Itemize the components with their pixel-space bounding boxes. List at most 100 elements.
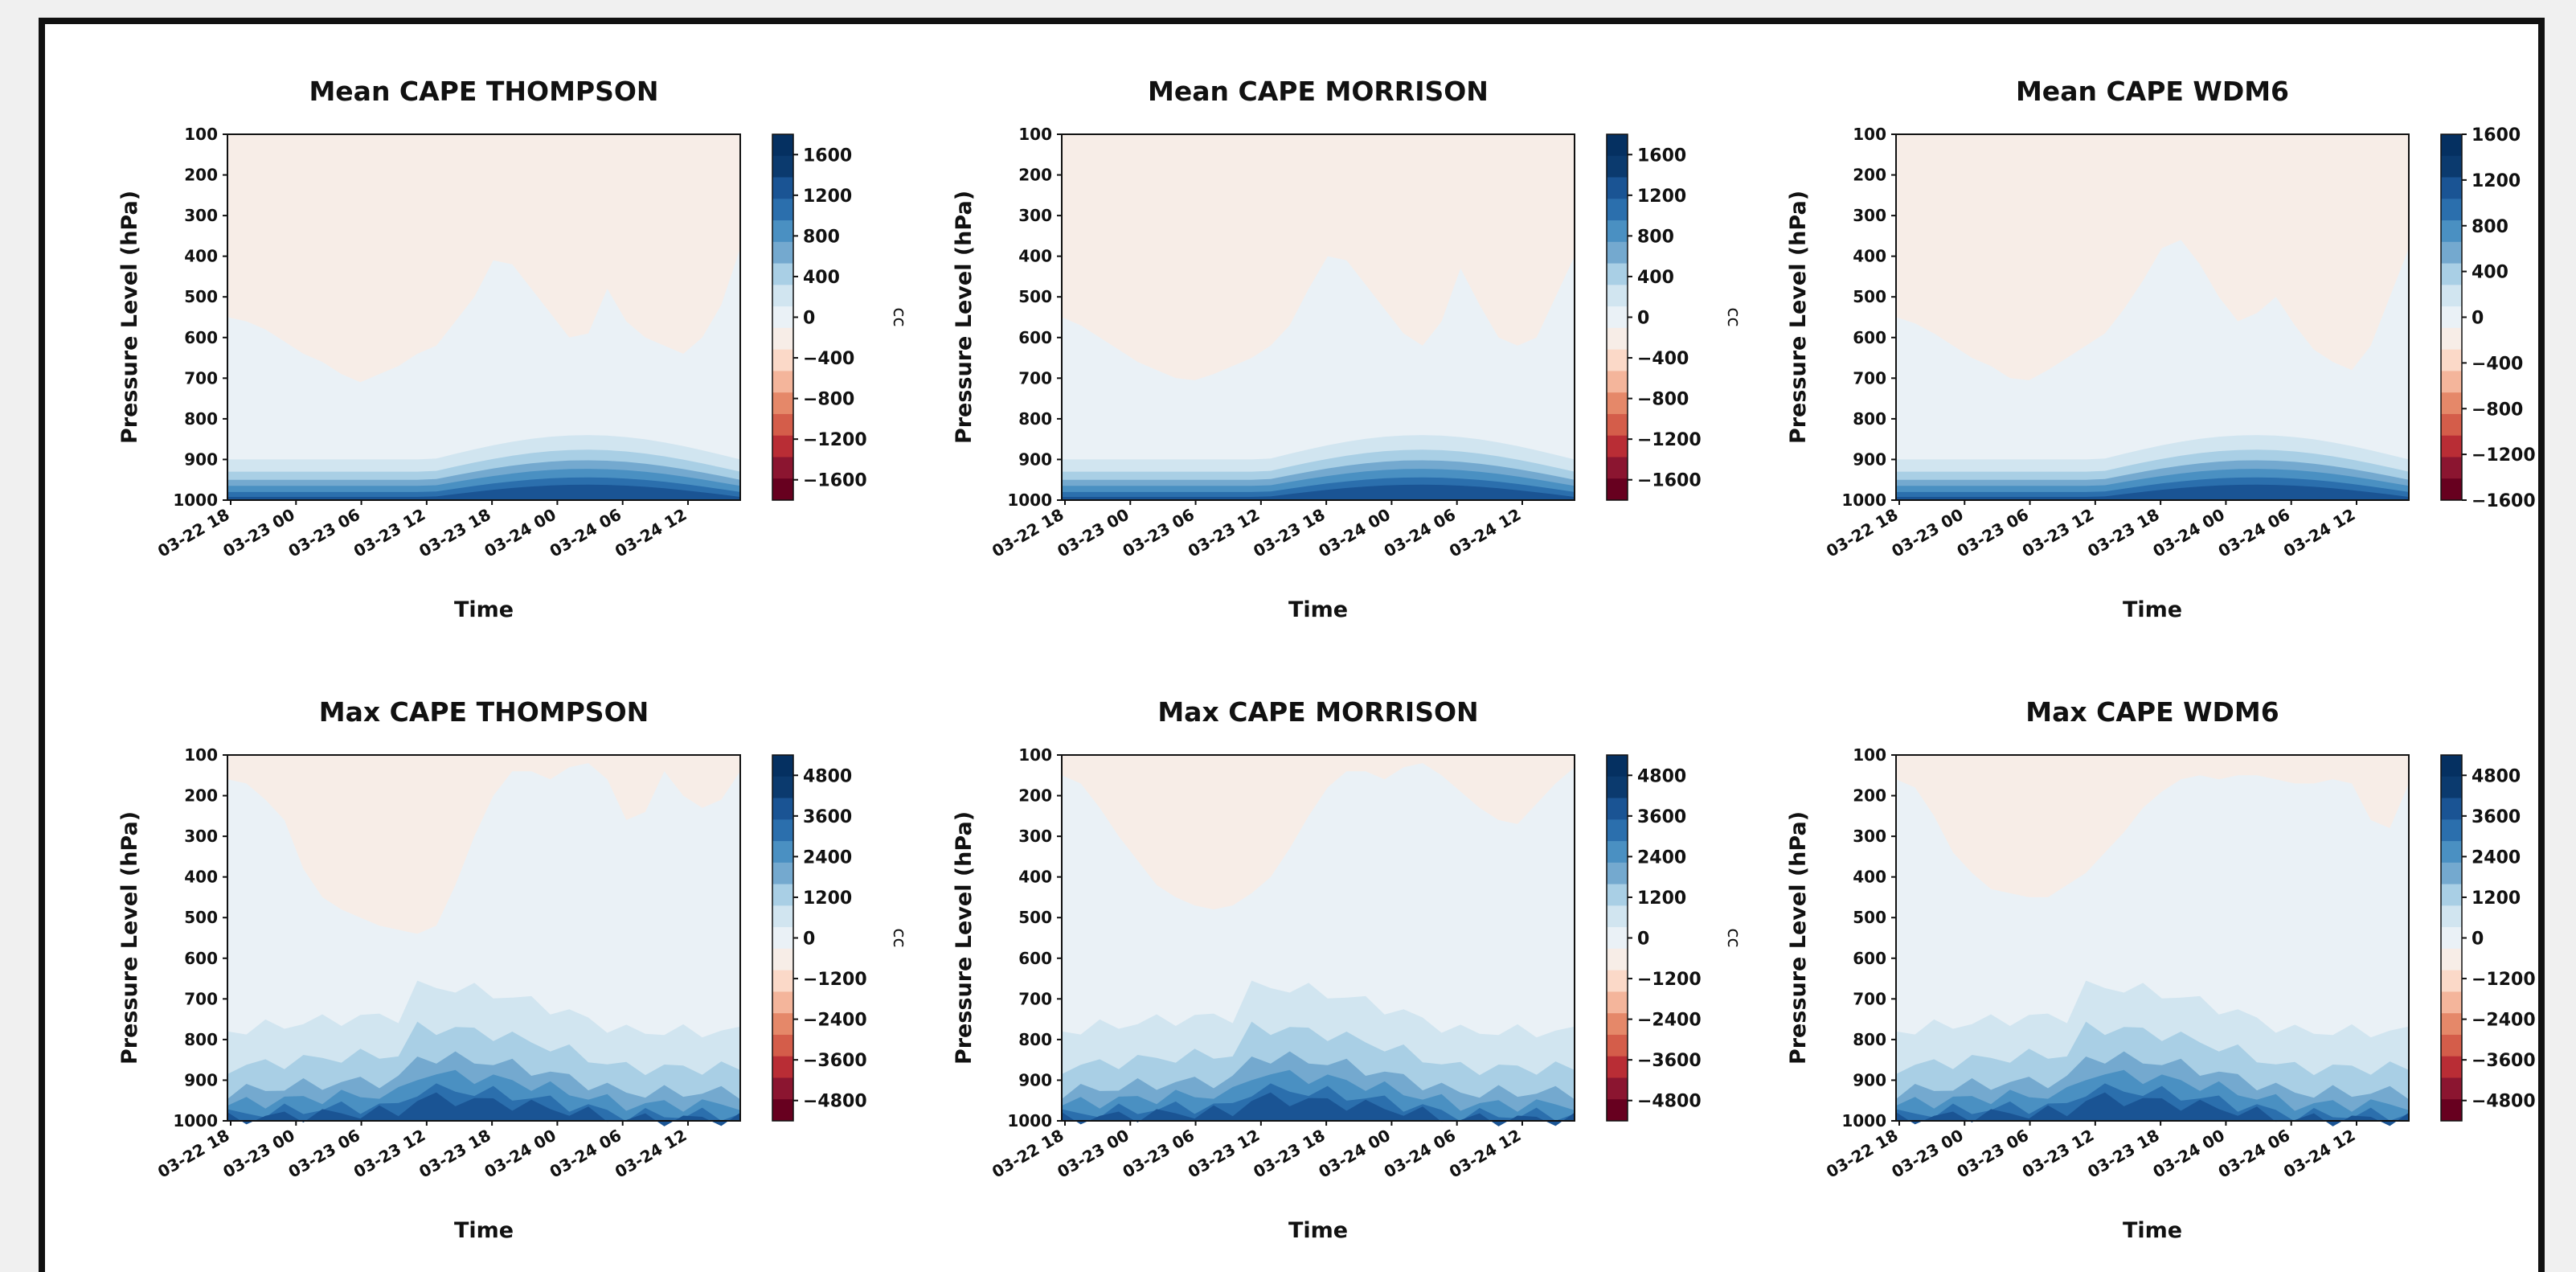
- colorbar-swatch: [772, 306, 793, 329]
- colorbar-tick-label: −400: [803, 349, 854, 369]
- x-tick-label: 03-23 12: [2019, 505, 2098, 561]
- colorbar-swatch: [1607, 776, 1628, 799]
- colorbar-swatch: [772, 970, 793, 992]
- colorbar-swatch: [2441, 327, 2462, 351]
- colorbar-swatch: [772, 349, 793, 371]
- colorbar-swatch: [2441, 392, 2462, 415]
- x-tick-label: 03-23 18: [1250, 505, 1329, 561]
- y-tick-label: 200: [184, 166, 218, 185]
- x-tick-label: 03-24 06: [1381, 505, 1460, 561]
- colorbar-swatch: [1607, 798, 1628, 820]
- colorbar-swatch: [2441, 776, 2462, 799]
- colorbar-tick-label: 4800: [1637, 766, 1686, 786]
- y-tick-label: 1000: [173, 1111, 218, 1130]
- y-tick-label: 800: [184, 409, 218, 429]
- x-tick-label: 03-24 06: [2215, 505, 2294, 561]
- colorbar-swatch: [772, 1077, 793, 1100]
- colorbar-tick-label: −4800: [803, 1092, 867, 1112]
- x-tick-label: 03-24 12: [612, 1126, 690, 1182]
- x-axis-label: Time: [2123, 597, 2182, 622]
- colorbar-swatch: [772, 776, 793, 799]
- subplot-5: Max CAPE MORRISON 100 200 300 400 500 600 700 80…: [952, 696, 1743, 1243]
- y-tick-label: 100: [1853, 125, 1886, 144]
- y-axis-label: Pressure Level (hPa): [1786, 811, 1811, 1065]
- colorbar-swatch: [2441, 798, 2462, 820]
- y-tick-label: 300: [184, 827, 218, 846]
- colorbar-swatch: [2441, 1034, 2462, 1057]
- y-axis-label: Pressure Level (hPa): [117, 191, 142, 444]
- colorbar-tick-label: −800: [803, 390, 854, 410]
- colorbar-swatch: [1607, 177, 1628, 199]
- colorbar-tick-label: −1200: [1637, 430, 1702, 450]
- x-tick-label: 03-23 12: [1185, 1126, 1263, 1182]
- colorbar-swatch: [1607, 435, 1628, 458]
- colorbar-tick-label: 400: [803, 268, 840, 288]
- plot-frame: [1895, 133, 2410, 501]
- colorbar-swatch: [1607, 1056, 1628, 1078]
- colorbar-tick-label: −2400: [2472, 1011, 2536, 1031]
- x-tick-label: 03-22 18: [989, 505, 1067, 561]
- plot-frame: [1061, 133, 1575, 501]
- y-tick-label: 500: [184, 287, 218, 306]
- y-tick-label: 1000: [1841, 1111, 1886, 1130]
- colorbar-tick-label: −1200: [803, 970, 867, 990]
- colorbar-tick-label: −1200: [2472, 445, 2536, 466]
- colorbar-swatch: [1607, 927, 1628, 950]
- y-tick-label: 700: [184, 989, 218, 1008]
- colorbar-tick-label: 2400: [2472, 847, 2521, 868]
- x-tick-label: 03-24 12: [612, 505, 690, 561]
- colorbar-tick-label: −3600: [1637, 1051, 1702, 1071]
- colorbar-swatch: [772, 1013, 793, 1036]
- x-tick-label: 03-24 00: [2149, 505, 2228, 561]
- y-tick-label: 900: [184, 449, 218, 469]
- x-tick-label: 03-23 00: [1888, 1126, 1967, 1182]
- colorbar-swatch: [1607, 241, 1628, 265]
- colorbar-swatch: [2441, 413, 2462, 437]
- x-axis-label: Time: [2123, 1218, 2182, 1243]
- colorbar-swatch: [1607, 478, 1628, 501]
- colorbar-swatch: [1607, 263, 1628, 285]
- colorbar-tick-label: −1200: [1637, 970, 1702, 990]
- x-tick-label: 03-24 06: [547, 505, 625, 561]
- colorbar-swatch: [772, 948, 793, 971]
- y-tick-label: 600: [1853, 328, 1886, 347]
- colorbar-swatch: [1607, 862, 1628, 885]
- y-tick-label: 600: [1018, 328, 1052, 347]
- colorbar-tick-label: −1600: [1637, 471, 1702, 491]
- colorbar-swatch: [772, 862, 793, 885]
- colorbar-tick-label: 800: [1637, 227, 1674, 247]
- colorbar-tick-label: 2400: [1637, 847, 1686, 868]
- contour-level-6: [1062, 1092, 1575, 1126]
- x-tick-label: 03-22 18: [154, 1126, 233, 1182]
- colorbar-swatch: [1607, 457, 1628, 479]
- subplot-2: Mean CAPE MORRISON 100 200 300 400 500 600 700 8…: [952, 76, 1743, 622]
- y-tick-label: 200: [1018, 166, 1052, 185]
- y-tick-label: 100: [1018, 125, 1052, 144]
- x-tick-label: 03-24 12: [2280, 505, 2359, 561]
- y-tick-label: 300: [1853, 206, 1886, 225]
- colorbar-label: cc: [1723, 307, 1743, 326]
- colorbar-swatch: [772, 220, 793, 243]
- colorbar-swatch: [1607, 371, 1628, 393]
- colorbar-swatch: [2441, 285, 2462, 307]
- y-tick-label: 600: [184, 949, 218, 968]
- x-tick-label: 03-24 06: [2215, 1126, 2294, 1182]
- y-tick-label: 700: [1853, 989, 1886, 1008]
- colorbar-tick-label: 0: [803, 929, 815, 950]
- chart-title: Mean CAPE THOMPSON: [309, 76, 658, 107]
- x-tick-label: 03-23 00: [1054, 505, 1132, 561]
- y-tick-label: 700: [1018, 368, 1052, 388]
- x-tick-label: 03-23 06: [1120, 505, 1198, 561]
- colorbar-swatch: [1607, 220, 1628, 243]
- plot-frame: [1061, 754, 1575, 1122]
- colorbar-swatch: [2441, 263, 2462, 285]
- subplot-4: Max CAPE THOMPSON 100 200 300 400 500 600 700 80…: [117, 696, 909, 1243]
- plot-frame: [227, 754, 741, 1122]
- x-tick-label: 03-22 18: [1823, 1126, 1902, 1182]
- x-tick-label: 03-23 00: [1888, 505, 1967, 561]
- y-tick-label: 200: [1018, 786, 1052, 806]
- x-tick-label: 03-23 06: [285, 1126, 364, 1182]
- colorbar-swatch: [2441, 970, 2462, 992]
- colorbar-tick-label: 1200: [2472, 888, 2521, 909]
- colorbar-swatch: [2441, 199, 2462, 221]
